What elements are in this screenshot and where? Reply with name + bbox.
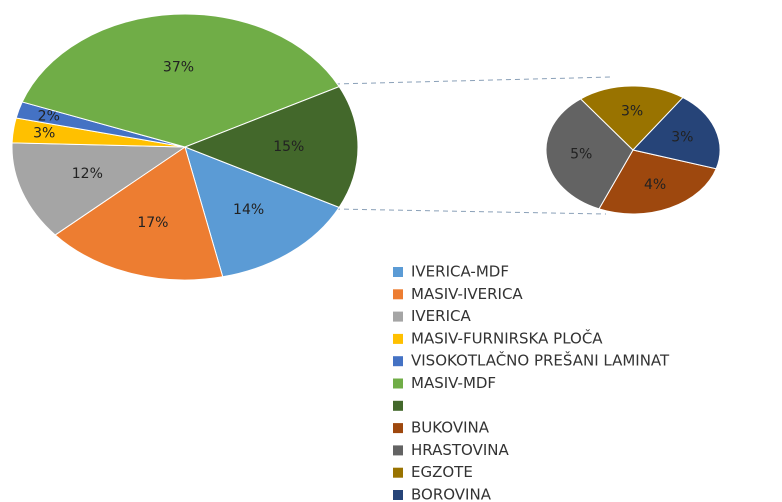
pie-slice xyxy=(54,146,224,281)
pie-slice xyxy=(632,96,721,170)
legend-swatch xyxy=(393,289,403,300)
legend-label: BUKOVINA xyxy=(411,419,490,437)
data-label: 12% xyxy=(72,166,103,182)
legend-swatch xyxy=(393,445,403,456)
pie-slice xyxy=(21,13,340,148)
data-label: 14% xyxy=(233,202,264,218)
legend-label: IVERICA-MDF xyxy=(411,263,509,281)
connector-line xyxy=(334,76,613,85)
data-label: 17% xyxy=(137,215,168,231)
data-label: 5% xyxy=(570,147,592,163)
legend-swatch xyxy=(393,311,403,322)
legend-label: BOROVINA xyxy=(411,486,492,502)
data-label: 3% xyxy=(621,104,643,120)
legend-swatch xyxy=(393,267,403,277)
legend-label: IVERICA xyxy=(411,307,471,325)
data-label: 4% xyxy=(644,177,666,193)
pie-slice xyxy=(598,149,717,215)
pie-slice xyxy=(11,142,187,236)
legend-swatch xyxy=(393,378,403,389)
data-label: 37% xyxy=(163,59,194,75)
legend-swatch xyxy=(393,400,403,411)
legend-swatch xyxy=(393,490,403,500)
legend-label: MASIV-FURNIRSKA PLOČA xyxy=(411,328,603,347)
legend-label: EGZOTE xyxy=(411,463,473,481)
legend-swatch xyxy=(393,423,403,434)
legend-swatch xyxy=(393,467,403,478)
pie-slice xyxy=(579,85,684,151)
connector-line xyxy=(334,208,607,215)
legend-swatch xyxy=(393,356,403,367)
legend-label: HRASTOVINA xyxy=(411,441,509,459)
pie-slice xyxy=(183,86,359,208)
legend-label: VISOKOTLAČNO PREŠANI LAMINAT xyxy=(411,351,670,370)
data-label: 2% xyxy=(38,109,60,125)
pie-slice xyxy=(545,98,634,210)
legend-swatch xyxy=(393,333,403,344)
legend-label: MASIV-IVERICA xyxy=(411,285,523,303)
data-label: 3% xyxy=(671,129,693,145)
legend-label: MASIV-MDF xyxy=(411,374,496,392)
pie-slice xyxy=(184,146,340,278)
data-label: 15% xyxy=(273,139,304,155)
data-label: 3% xyxy=(33,125,55,141)
